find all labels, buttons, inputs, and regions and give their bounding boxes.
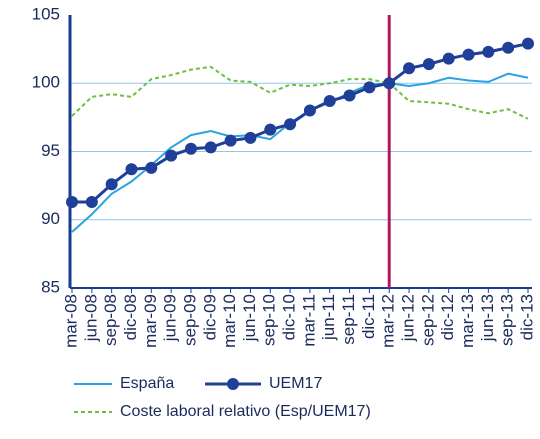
data-point — [323, 94, 336, 107]
data-point — [363, 81, 376, 94]
x-tick-label: jun-12 — [399, 294, 418, 342]
y-tick-label: 100 — [32, 73, 60, 92]
y-tick-label: 95 — [41, 141, 60, 160]
x-tick-label: jun-08 — [81, 294, 100, 342]
x-tick-label: mar-08 — [61, 294, 80, 348]
legend-label: España — [120, 375, 174, 392]
data-point — [284, 118, 297, 131]
x-tick-label: jun-11 — [319, 294, 338, 341]
x-tick-label: dic-10 — [280, 294, 299, 340]
y-tick-label: 105 — [32, 4, 60, 23]
x-tick-label: mar-12 — [379, 294, 398, 348]
data-point — [204, 141, 217, 154]
x-tick-label: dic-09 — [200, 294, 219, 340]
data-point — [66, 196, 78, 209]
data-point — [125, 163, 138, 176]
data-point — [224, 134, 237, 147]
x-tick-label: dic-08 — [121, 294, 140, 340]
x-tick-label: jun-10 — [240, 294, 259, 342]
data-point — [165, 149, 178, 162]
legend-label: UEM17 — [269, 375, 322, 392]
data-point — [522, 37, 534, 50]
x-tick-label: sep-10 — [260, 294, 279, 346]
line-series — [72, 42, 529, 204]
x-tick-label: mar-10 — [220, 294, 239, 348]
data-point — [303, 104, 316, 117]
data-point — [85, 196, 98, 209]
x-tick-label: sep-12 — [418, 294, 437, 346]
x-tick-label: sep-11 — [339, 294, 358, 345]
x-tick-label: sep-09 — [180, 294, 199, 346]
legend-marker — [227, 378, 239, 390]
y-tick-label: 90 — [41, 209, 60, 228]
data-point — [145, 161, 158, 174]
x-tick-label: mar-11 — [299, 294, 318, 347]
x-tick-label: dic-11 — [359, 294, 378, 339]
x-tick-label: jun-13 — [478, 294, 497, 342]
legend-label: Coste laboral relativo (Esp/UEM17) — [120, 403, 371, 420]
x-tick-label: mar-13 — [458, 294, 477, 348]
data-point — [482, 45, 495, 58]
x-tick-label: mar-09 — [141, 294, 160, 348]
x-tick-label: sep-13 — [498, 294, 517, 346]
line-series — [71, 72, 529, 233]
x-tick-label: dic-13 — [517, 294, 536, 340]
data-point — [184, 142, 197, 155]
x-tick-label: sep-08 — [101, 294, 120, 346]
data-point — [502, 41, 515, 54]
data-point — [462, 48, 475, 61]
data-point — [442, 52, 455, 65]
y-tick-label: 85 — [41, 277, 60, 296]
x-tick-label: dic-12 — [438, 294, 457, 340]
line-series — [71, 65, 529, 120]
data-point — [383, 77, 396, 90]
data-point — [264, 123, 277, 136]
data-point — [343, 89, 356, 102]
x-tick-label: jun-09 — [161, 294, 180, 342]
data-point — [244, 131, 257, 144]
data-point — [403, 62, 416, 75]
data-point — [422, 58, 435, 71]
data-point — [105, 178, 118, 191]
